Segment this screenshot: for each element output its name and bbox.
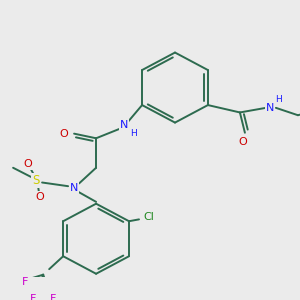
Text: N: N xyxy=(70,183,78,193)
Text: O: O xyxy=(24,159,32,169)
Text: O: O xyxy=(60,129,68,139)
Text: O: O xyxy=(238,137,247,147)
Text: O: O xyxy=(36,192,44,202)
Text: F: F xyxy=(30,294,36,300)
Text: N: N xyxy=(266,103,274,113)
Text: H: H xyxy=(130,129,136,138)
Text: Cl: Cl xyxy=(144,212,154,222)
Text: H: H xyxy=(275,95,282,104)
Text: N: N xyxy=(120,120,128,130)
Text: F: F xyxy=(50,294,56,300)
Text: F: F xyxy=(22,277,28,287)
Text: S: S xyxy=(32,174,40,187)
